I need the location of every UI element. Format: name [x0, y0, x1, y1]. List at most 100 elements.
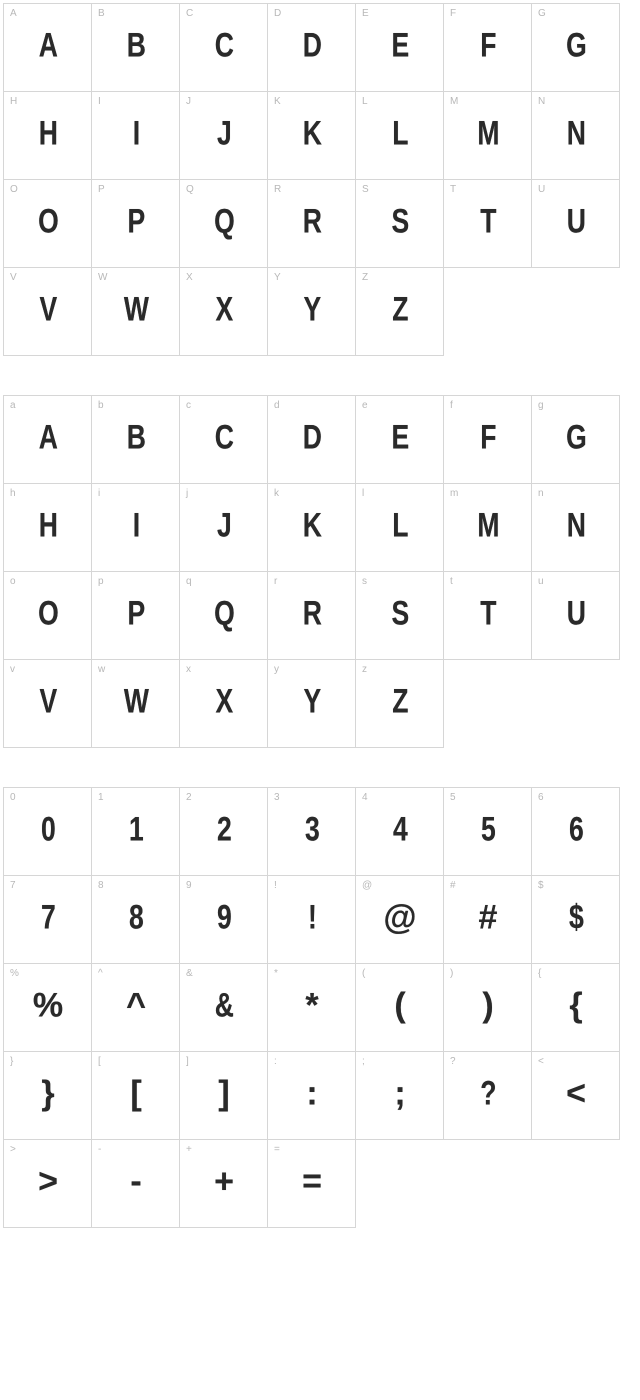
glyph-cell-glyph: {: [569, 986, 581, 1025]
glyph-cell: bB: [91, 395, 180, 484]
glyph-cell-glyph: D: [302, 26, 320, 65]
glyph-cell: DD: [267, 3, 356, 92]
glyph-cell: uU: [531, 571, 620, 660]
glyph-cell-glyph: 5: [481, 810, 495, 849]
glyph-cell-label: o: [10, 576, 16, 587]
glyph-cell-label: x: [186, 664, 191, 675]
glyph-cell-label: 8: [98, 880, 104, 891]
glyph-cell-label: A: [10, 8, 17, 19]
character-map: AABBCCDDEEFFGGHHIIJJKKLLMMNNOOPPQQRRSSTT…: [4, 4, 636, 1228]
glyph-cell: ##: [443, 875, 532, 964]
glyph-cell-glyph: B: [126, 26, 144, 65]
glyph-cell-label: 2: [186, 792, 192, 803]
glyph-cell-label: &: [186, 968, 193, 979]
glyph-cell: nN: [531, 483, 620, 572]
glyph-cell-glyph: N: [566, 506, 584, 545]
glyph-cell-glyph: W: [123, 682, 147, 721]
glyph-cell-glyph: N: [566, 114, 584, 153]
glyph-cell-glyph: A: [38, 26, 56, 65]
glyph-cell-glyph: T: [480, 202, 495, 241]
glyph-cell: 88: [91, 875, 180, 964]
glyph-cell: oO: [3, 571, 92, 660]
glyph-cell-label: ^: [98, 968, 103, 979]
glyph-cell-label: ;: [362, 1056, 365, 1067]
glyph-cell-label: T: [450, 184, 456, 195]
glyph-cell-glyph: V: [39, 682, 56, 721]
glyph-cell: GG: [531, 3, 620, 92]
glyph-cell-glyph: >: [38, 1162, 57, 1201]
glyph-cell: RR: [267, 179, 356, 268]
glyph-cell-glyph: 2: [217, 810, 231, 849]
glyph-cell-label: z: [362, 664, 367, 675]
glyph-cell: qQ: [179, 571, 268, 660]
glyph-cell: YY: [267, 267, 356, 356]
glyph-cell-label: y: [274, 664, 279, 675]
glyph-cell-label: n: [538, 488, 544, 499]
glyph-cell: NN: [531, 91, 620, 180]
glyph-cell: pP: [91, 571, 180, 660]
glyph-cell-label: d: [274, 400, 280, 411]
glyph-cell: yY: [267, 659, 356, 748]
glyph-grid: aAbBcCdDeEfFgGhHiIjJkKlLmMnNoOpPqQrRsStT…: [4, 396, 636, 748]
glyph-cell-glyph: ): [482, 986, 492, 1025]
glyph-chart-numbers-symbols: 00112233445566778899!!@@##$$%%^^&&**(())…: [4, 788, 636, 1228]
glyph-cell: @@: [355, 875, 444, 964]
glyph-cell-label: {: [538, 968, 541, 979]
glyph-cell-label: *: [274, 968, 278, 979]
glyph-cell-glyph: Y: [303, 682, 320, 721]
glyph-cell-glyph: }: [41, 1074, 53, 1113]
glyph-cell: ((: [355, 963, 444, 1052]
glyph-cell-glyph: 4: [393, 810, 407, 849]
glyph-cell-glyph: Z: [392, 682, 407, 721]
glyph-cell: OO: [3, 179, 92, 268]
glyph-cell-label: E: [362, 8, 369, 19]
glyph-cell: LL: [355, 91, 444, 180]
glyph-cell: ??: [443, 1051, 532, 1140]
glyph-cell-glyph: Q: [214, 202, 234, 241]
glyph-cell-label: L: [362, 96, 368, 107]
glyph-cell: KK: [267, 91, 356, 180]
glyph-cell-label: c: [186, 400, 191, 411]
glyph-cell-glyph: $: [569, 898, 583, 937]
glyph-cell-label: D: [274, 8, 281, 19]
glyph-cell-glyph: M: [477, 114, 498, 153]
glyph-cell-label: @: [362, 880, 372, 891]
glyph-cell-label: S: [362, 184, 369, 195]
glyph-cell: aA: [3, 395, 92, 484]
glyph-cell: ^^: [91, 963, 180, 1052]
glyph-cell: SS: [355, 179, 444, 268]
glyph-cell-label: w: [98, 664, 105, 675]
glyph-cell-label: 6: [538, 792, 544, 803]
glyph-cell-glyph: K: [302, 114, 320, 153]
glyph-cell-glyph: *: [305, 986, 317, 1025]
glyph-cell: ==: [267, 1139, 356, 1228]
glyph-cell-label: (: [362, 968, 365, 979]
glyph-cell-glyph: T: [480, 594, 495, 633]
glyph-cell: 99: [179, 875, 268, 964]
glyph-cell-glyph: @: [383, 898, 415, 937]
glyph-cell-glyph: <: [566, 1074, 585, 1113]
glyph-cell: QQ: [179, 179, 268, 268]
glyph-cell-glyph: M: [477, 506, 498, 545]
glyph-cell-glyph: S: [391, 202, 408, 241]
glyph-cell-label: Y: [274, 272, 281, 283]
glyph-cell-glyph: A: [38, 418, 56, 457]
glyph-cell-glyph: R: [302, 202, 320, 241]
glyph-cell-label: [: [98, 1056, 101, 1067]
glyph-cell-glyph: R: [302, 594, 320, 633]
glyph-cell-label: =: [274, 1144, 280, 1155]
glyph-cell: >>: [3, 1139, 92, 1228]
glyph-cell: vV: [3, 659, 92, 748]
glyph-cell-label: I: [98, 96, 101, 107]
glyph-cell: &&: [179, 963, 268, 1052]
glyph-cell: rR: [267, 571, 356, 660]
glyph-cell-label: p: [98, 576, 104, 587]
glyph-cell-label: Q: [186, 184, 194, 195]
glyph-cell-glyph: I: [132, 114, 139, 153]
glyph-cell-label: #: [450, 880, 456, 891]
glyph-cell: HH: [3, 91, 92, 180]
glyph-cell-label: F: [450, 8, 456, 19]
glyph-cell: VV: [3, 267, 92, 356]
glyph-cell-glyph: X: [215, 290, 232, 329]
glyph-cell-glyph: C: [214, 26, 232, 65]
